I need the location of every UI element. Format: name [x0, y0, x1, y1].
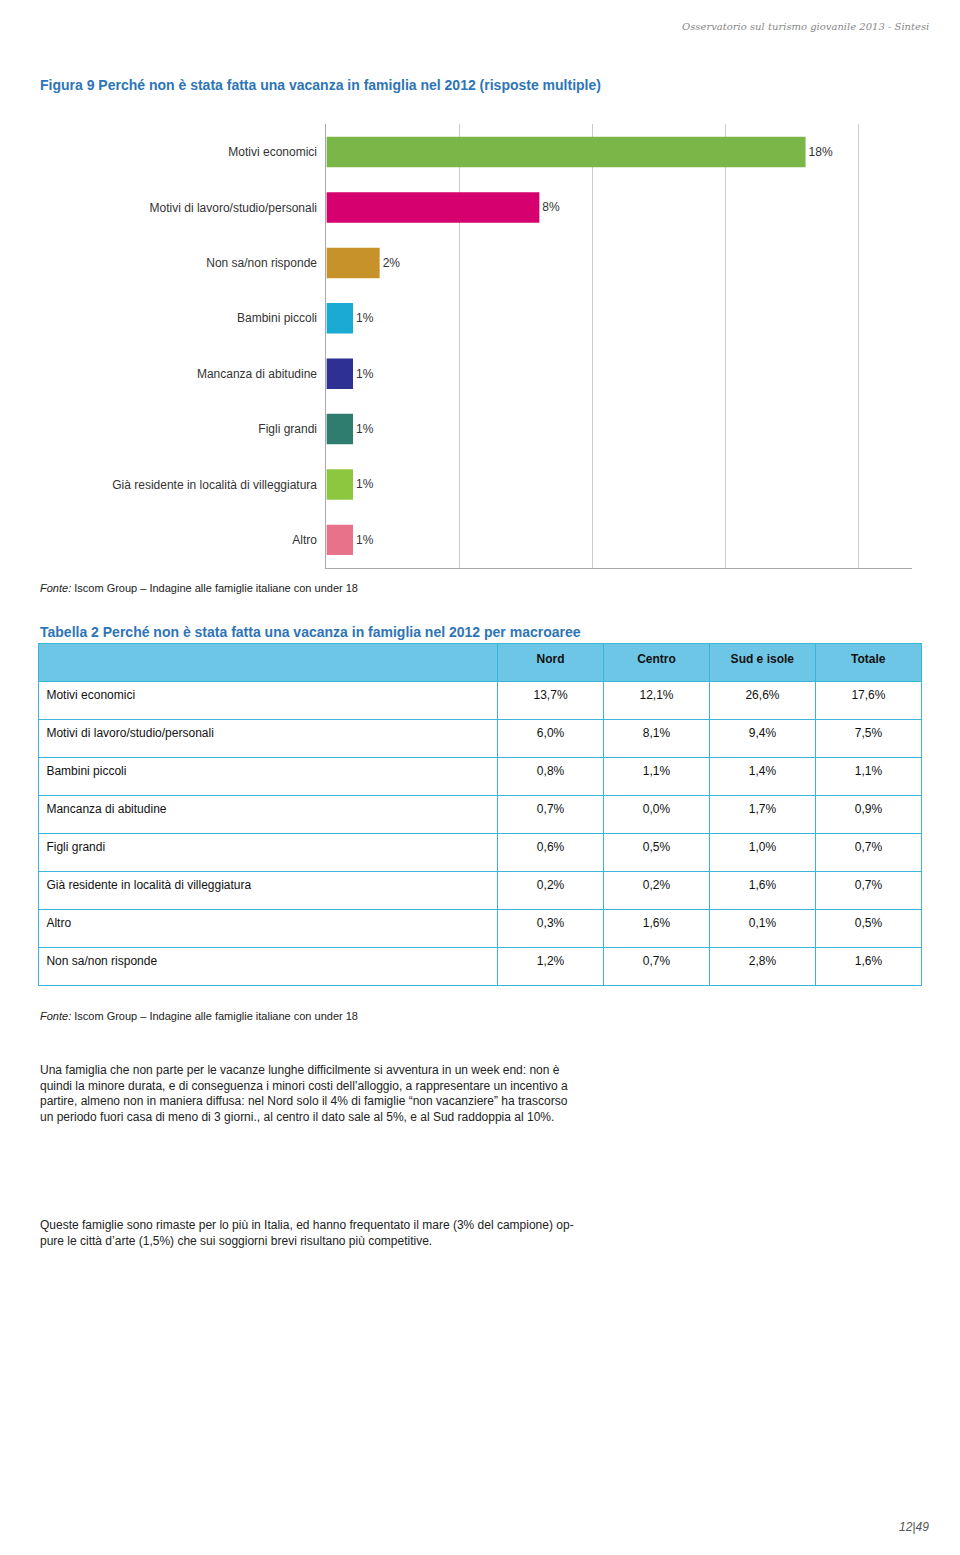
svg-text:Figli grandi: Figli grandi	[46, 840, 105, 854]
svg-text:0,7%: 0,7%	[643, 954, 671, 968]
svg-text:Centro: Centro	[637, 652, 676, 666]
svg-text:Non sa/non risponde: Non sa/non risponde	[206, 256, 317, 270]
svg-text:1%: 1%	[356, 367, 374, 381]
svg-text:12,1%: 12,1%	[639, 688, 673, 702]
svg-text:13,7%: 13,7%	[534, 688, 568, 702]
svg-text:Non sa/non risponde: Non sa/non risponde	[46, 954, 157, 968]
svg-text:0,6%: 0,6%	[537, 840, 565, 854]
svg-text:26,6%: 26,6%	[745, 688, 779, 702]
svg-text:Motivi di lavoro/studio/person: Motivi di lavoro/studio/personali	[46, 726, 213, 740]
svg-text:0,7%: 0,7%	[855, 840, 883, 854]
svg-text:1,6%: 1,6%	[855, 954, 883, 968]
svg-text:Figura 9 Perché non è stata fa: Figura 9 Perché non è stata fatta una va…	[40, 77, 601, 93]
svg-text:Fonte: Iscom Group – Indagine: Fonte: Iscom Group – Indagine alle famig…	[40, 1010, 358, 1022]
svg-text:Già residente in località di v: Già residente in località di villeggiatu…	[112, 478, 317, 492]
svg-text:Mancanza di abitudine: Mancanza di abitudine	[197, 367, 317, 381]
svg-text:1,6%: 1,6%	[749, 878, 777, 892]
svg-text:Altro: Altro	[292, 533, 317, 547]
svg-text:Già residente in località di v: Già residente in località di villeggiatu…	[46, 878, 251, 892]
svg-text:0,5%: 0,5%	[855, 916, 883, 930]
svg-text:8,1%: 8,1%	[643, 726, 671, 740]
svg-text:Osservatorio sul turismo giova: Osservatorio sul turismo giovanile 2013 …	[682, 21, 929, 32]
svg-text:1,7%: 1,7%	[749, 802, 777, 816]
svg-text:Motivi economici: Motivi economici	[46, 688, 135, 702]
svg-text:0,7%: 0,7%	[855, 878, 883, 892]
svg-text:Sud e isole: Sud e isole	[731, 652, 795, 666]
svg-text:0,2%: 0,2%	[643, 878, 671, 892]
svg-text:0,0%: 0,0%	[643, 802, 671, 816]
svg-text:0,9%: 0,9%	[855, 802, 883, 816]
svg-text:1,1%: 1,1%	[855, 764, 883, 778]
svg-text:12|49: 12|49	[899, 1520, 929, 1534]
svg-text:2%: 2%	[383, 256, 401, 270]
svg-text:0,1%: 0,1%	[749, 916, 777, 930]
svg-text:0,5%: 0,5%	[643, 840, 671, 854]
svg-text:6,0%: 6,0%	[537, 726, 565, 740]
svg-text:1%: 1%	[356, 533, 374, 547]
svg-text:Bambini piccoli: Bambini piccoli	[46, 764, 126, 778]
svg-text:1%: 1%	[356, 311, 374, 325]
svg-text:1,0%: 1,0%	[749, 840, 777, 854]
svg-text:1,6%: 1,6%	[643, 916, 671, 930]
svg-text:1,1%: 1,1%	[643, 764, 671, 778]
svg-text:1,4%: 1,4%	[749, 764, 777, 778]
svg-text:18%: 18%	[809, 145, 833, 159]
svg-text:1%: 1%	[356, 477, 374, 491]
svg-text:8%: 8%	[542, 200, 560, 214]
svg-text:Fonte: Iscom Group – Indagine: Fonte: Iscom Group – Indagine alle famig…	[40, 582, 358, 594]
svg-text:Tabella 2 Perché non è stata f: Tabella 2 Perché non è stata fatta una v…	[40, 624, 581, 640]
svg-text:Queste famiglie sono rimaste p: Queste famiglie sono rimaste per lo più …	[40, 1218, 574, 1248]
svg-text:Motivi di lavoro/studio/person: Motivi di lavoro/studio/personali	[150, 201, 317, 215]
svg-text:9,4%: 9,4%	[749, 726, 777, 740]
svg-text:Altro: Altro	[46, 916, 71, 930]
svg-text:Una famiglia che non parte per: Una famiglia che non parte per le vacanz…	[40, 1063, 568, 1124]
svg-text:0,8%: 0,8%	[537, 764, 565, 778]
svg-text:0,7%: 0,7%	[537, 802, 565, 816]
svg-text:Mancanza di abitudine: Mancanza di abitudine	[46, 802, 166, 816]
svg-text:Motivi economici: Motivi economici	[228, 145, 317, 159]
svg-text:0,2%: 0,2%	[537, 878, 565, 892]
svg-text:1%: 1%	[356, 422, 374, 436]
svg-text:0,3%: 0,3%	[537, 916, 565, 930]
svg-text:1,2%: 1,2%	[537, 954, 565, 968]
svg-text:7,5%: 7,5%	[855, 726, 883, 740]
svg-text:Figli grandi: Figli grandi	[258, 422, 317, 436]
svg-text:Totale: Totale	[851, 652, 886, 666]
svg-text:Nord: Nord	[537, 652, 565, 666]
svg-text:2,8%: 2,8%	[749, 954, 777, 968]
svg-text:17,6%: 17,6%	[851, 688, 885, 702]
svg-text:Bambini piccoli: Bambini piccoli	[237, 311, 317, 325]
